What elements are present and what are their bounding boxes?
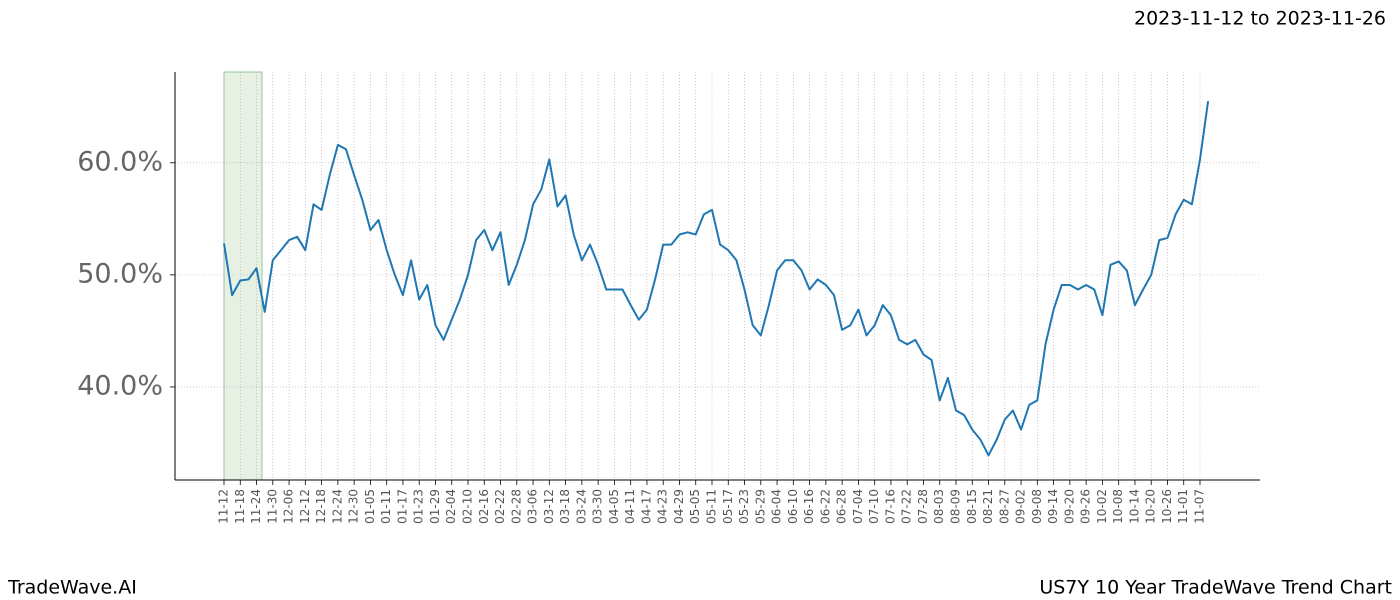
x-tick-label: 06-28 [835,489,849,524]
trend-line [223,100,1210,457]
x-tick-label: 05-23 [737,489,751,524]
x-tick-label: 02-16 [477,489,491,524]
x-tick-label: 04-05 [607,489,621,524]
x-tick-label: 10-08 [1111,489,1125,524]
x-tick-label: 06-22 [818,489,832,524]
x-tick-label: 07-22 [900,489,914,524]
x-tick-label: 08-09 [949,489,963,524]
x-tick-label: 09-02 [1014,489,1028,524]
x-tick-label: 10-26 [1160,489,1174,524]
x-tick-label: 11-12 [217,489,231,524]
x-tick-label: 09-26 [1079,489,1093,524]
x-tick-label: 08-27 [997,489,1011,524]
x-tick-label: 10-20 [1144,489,1158,524]
x-tick-label: 03-06 [526,489,540,524]
x-tick-label: 02-28 [509,489,523,524]
chart-title: 2023-11-12 to 2023-11-26 [1134,8,1386,30]
x-tick-label: 11-24 [249,489,263,524]
x-tick-label: 06-04 [770,489,784,524]
x-tick-label: 01-23 [412,489,426,524]
x-tick-label: 11-30 [265,489,279,524]
x-tick-label: 12-30 [347,489,361,524]
footer-left: TradeWave.AI [7,577,137,599]
x-tick-label: 04-17 [639,489,653,524]
x-tick-label: 05-29 [753,489,767,524]
x-tick-label: 12-24 [330,489,344,524]
x-tick-label: 10-14 [1127,489,1141,524]
x-tick-label: 09-14 [1046,489,1060,524]
y-tick-label: 50.0% [77,258,163,289]
x-tick-label: 08-21 [981,489,995,524]
x-tick-label: 03-12 [542,489,556,524]
x-tick-label: 11-07 [1193,489,1207,524]
x-tick-label: 08-15 [965,489,979,524]
x-tick-label: 07-16 [883,489,897,524]
x-tick-label: 01-29 [428,489,442,524]
y-tick-label: 40.0% [77,370,163,401]
x-tick-label: 12-12 [298,489,312,524]
x-tick-label: 04-11 [623,489,637,524]
x-tick-label: 02-04 [444,489,458,524]
y-tick-label: 60.0% [77,146,163,177]
x-tick-label: 01-11 [379,489,393,524]
x-tick-label: 06-10 [786,489,800,524]
x-tick-label: 07-04 [851,489,865,524]
x-tick-label: 12-06 [282,489,296,524]
x-tick-label: 03-30 [591,489,605,524]
x-tick-label: 02-10 [461,489,475,524]
x-tick-label: 03-18 [558,489,572,524]
x-tick-label: 05-17 [721,489,735,524]
x-tick-label: 04-23 [656,489,670,524]
footer-right: US7Y 10 Year TradeWave Trend Chart [1039,577,1392,599]
x-tick-label: 05-11 [705,489,719,524]
x-tick-label: 02-22 [493,489,507,524]
x-tick-label: 01-05 [363,489,377,524]
x-tick-label: 11-01 [1176,489,1190,524]
x-tick-label: 12-18 [314,489,328,524]
x-tick-label: 07-10 [867,489,881,524]
x-tick-label: 09-20 [1062,489,1076,524]
x-tick-label: 04-29 [672,489,686,524]
x-tick-label: 06-16 [802,489,816,524]
x-tick-label: 11-18 [233,489,247,524]
x-tick-label: 09-08 [1030,489,1044,524]
x-tick-label: 01-17 [395,489,409,524]
x-tick-label: 10-02 [1095,489,1109,524]
x-tick-label: 03-24 [574,489,588,524]
x-tick-label: 07-28 [916,489,930,524]
highlight-span [223,71,263,481]
x-tick-label: 08-03 [932,489,946,524]
x-tick-label: 05-05 [688,489,702,524]
